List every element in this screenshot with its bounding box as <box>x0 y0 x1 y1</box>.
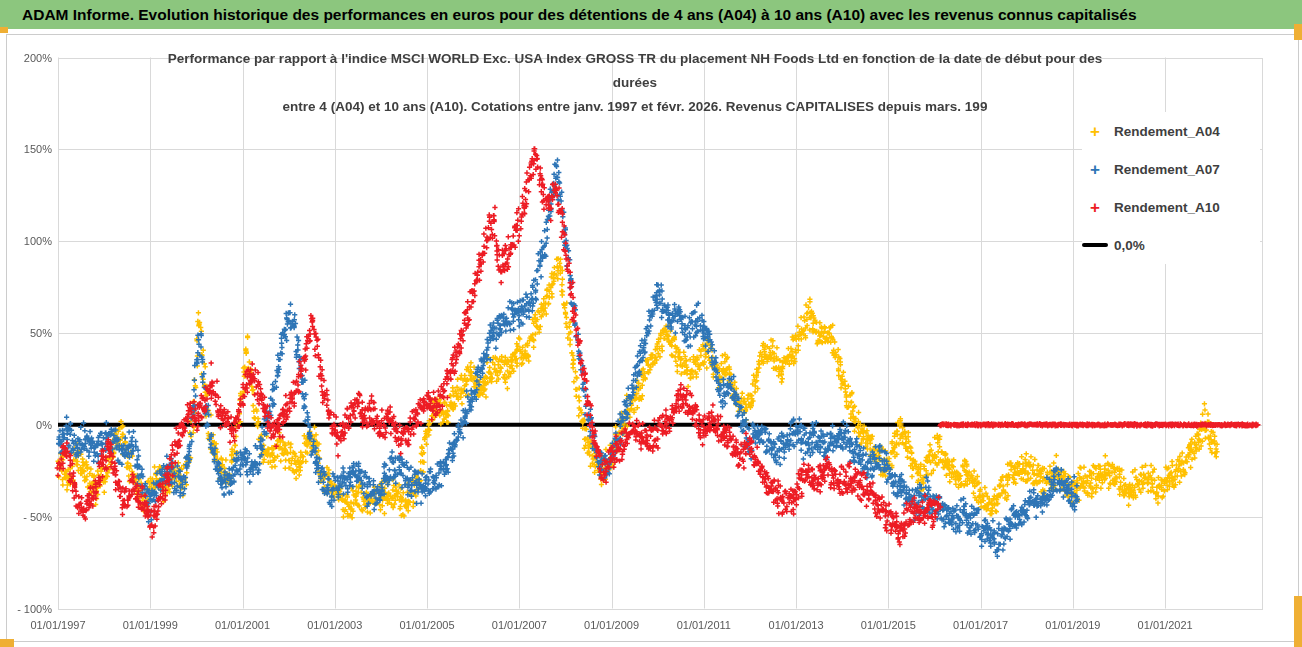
plus-marker-icon: + <box>1082 161 1108 178</box>
selection-handle-header-left <box>0 27 8 33</box>
x-tick-label: 01/01/2019 <box>1045 619 1100 631</box>
x-tick-label: 01/01/2013 <box>769 619 824 631</box>
x-tick-label: 01/01/2005 <box>400 619 455 631</box>
selection-handle-bottom-left <box>0 639 14 647</box>
legend-label: 0,0% <box>1114 238 1145 253</box>
screenshot-root: ADAM Informe. Evolution historique des p… <box>0 0 1302 647</box>
chart-legend: + Rendement_A04 + Rendement_A07 + Rendement_A… <box>1082 112 1260 264</box>
x-tick-label: 01/01/2009 <box>584 619 639 631</box>
legend-label: Rendement_A10 <box>1114 200 1220 215</box>
y-tick-label: - 100% <box>0 602 52 616</box>
y-tick-label: 150% <box>0 142 52 156</box>
plus-marker-icon: + <box>1082 199 1108 216</box>
x-tick-label: 01/01/2017 <box>953 619 1008 631</box>
x-tick-label: 01/01/1997 <box>30 619 85 631</box>
x-tick-label: 01/01/2015 <box>861 619 916 631</box>
legend-item-rendement-a07: + Rendement_A07 <box>1082 150 1260 188</box>
x-tick-label: 01/01/2003 <box>307 619 362 631</box>
legend-item-rendement-a10: + Rendement_A10 <box>1082 188 1260 226</box>
selection-handle-top-right <box>1294 24 1302 40</box>
y-tick-label: 200% <box>0 51 52 65</box>
chart-plot-canvas <box>0 0 1302 647</box>
y-tick-label: 100% <box>0 234 52 248</box>
y-tick-label: 0% <box>0 418 52 432</box>
line-marker-icon <box>1082 243 1108 247</box>
y-tick-label: 50% <box>0 326 52 340</box>
x-tick-label: 01/01/2001 <box>215 619 270 631</box>
legend-item-0-0-: 0,0% <box>1082 226 1260 264</box>
x-tick-label: 01/01/2021 <box>1138 619 1193 631</box>
legend-label: Rendement_A07 <box>1114 162 1220 177</box>
legend-item-rendement-a04: + Rendement_A04 <box>1082 112 1260 150</box>
selection-handle-bottom-right <box>1294 596 1302 647</box>
y-tick-label: - 50% <box>0 510 52 524</box>
x-tick-label: 01/01/2011 <box>677 619 731 631</box>
x-tick-label: 01/01/1999 <box>123 619 178 631</box>
plus-marker-icon: + <box>1082 123 1108 140</box>
x-tick-label: 01/01/2007 <box>492 619 547 631</box>
legend-label: Rendement_A04 <box>1114 124 1220 139</box>
